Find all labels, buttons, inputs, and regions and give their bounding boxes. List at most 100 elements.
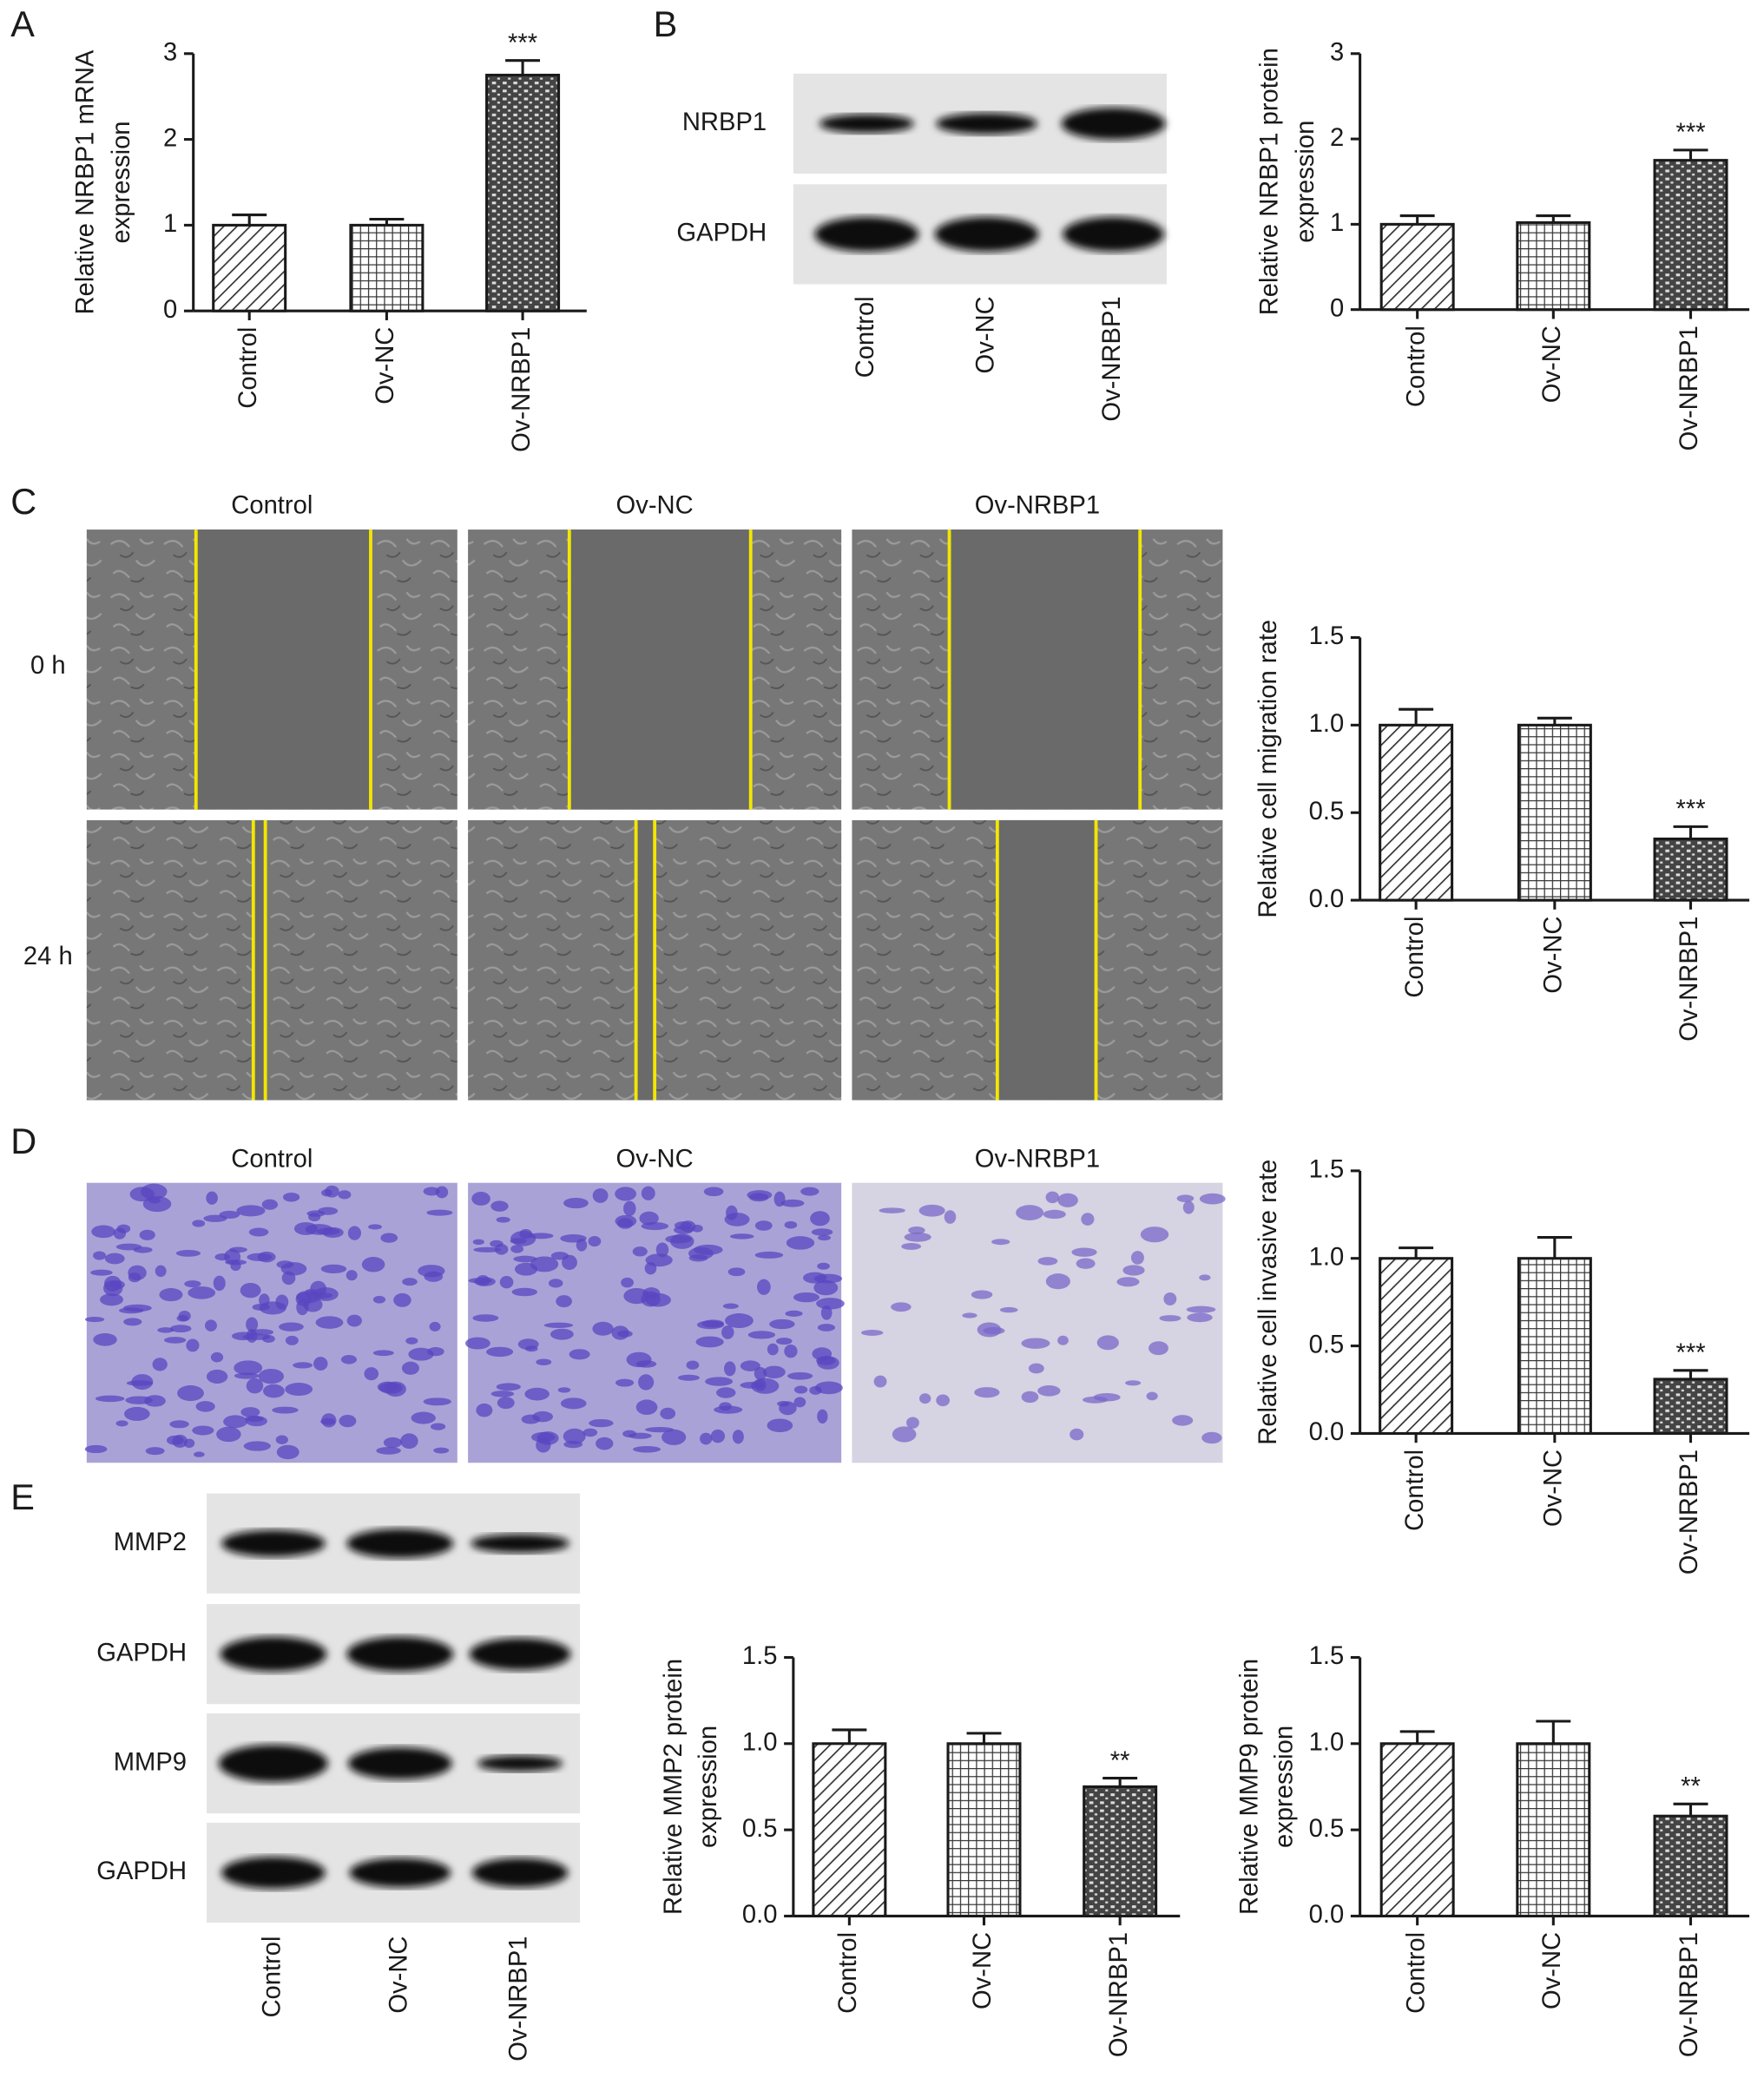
bar bbox=[946, 1742, 1022, 1917]
bar bbox=[485, 73, 561, 312]
stained-cell bbox=[550, 1328, 574, 1340]
stained-cell bbox=[234, 1372, 260, 1379]
stained-cell bbox=[1096, 1335, 1119, 1351]
stained-cell bbox=[563, 1440, 583, 1449]
y-tick-label: 0.0 bbox=[1309, 885, 1345, 913]
y-tick-label: 1.0 bbox=[1309, 1729, 1345, 1757]
stained-cell bbox=[655, 1242, 669, 1258]
stained-cell bbox=[747, 1331, 776, 1339]
stained-cell bbox=[528, 1233, 554, 1239]
stained-cell bbox=[85, 1316, 105, 1323]
stained-cell bbox=[225, 1259, 247, 1266]
error-bar bbox=[232, 214, 267, 226]
stained-cell bbox=[276, 1444, 299, 1460]
stained-cell bbox=[1140, 1226, 1169, 1243]
stained-cell bbox=[216, 1426, 241, 1443]
stained-cell bbox=[530, 1256, 559, 1272]
blot-band bbox=[936, 113, 1037, 135]
stained-cell bbox=[243, 1441, 272, 1451]
significance-label: *** bbox=[1675, 1339, 1705, 1367]
stained-cell bbox=[814, 1381, 843, 1395]
stained-cell bbox=[892, 1426, 917, 1443]
stained-cell bbox=[786, 1236, 815, 1250]
stained-cell bbox=[615, 1378, 635, 1387]
stained-cell bbox=[727, 1267, 746, 1277]
band-label: GAPDH bbox=[96, 1858, 187, 1885]
scratch-image bbox=[86, 819, 457, 1101]
stained-cell bbox=[340, 1355, 357, 1364]
y-axis-label: Relative NRBP1 protein bbox=[1255, 48, 1283, 315]
panel-letter: D bbox=[10, 1121, 36, 1161]
stained-cell bbox=[638, 1374, 655, 1391]
blot-band bbox=[218, 1745, 328, 1783]
stained-cell bbox=[660, 1407, 676, 1420]
stained-cell bbox=[372, 1350, 394, 1357]
stained-cell bbox=[497, 1397, 515, 1410]
stained-cell bbox=[393, 1292, 411, 1307]
stained-cell bbox=[1172, 1415, 1194, 1426]
stained-cell bbox=[194, 1451, 205, 1457]
bar bbox=[1379, 1257, 1454, 1435]
stained-cell bbox=[1081, 1213, 1095, 1226]
stained-cell bbox=[192, 1220, 206, 1227]
blot-band bbox=[346, 1529, 454, 1559]
bar bbox=[1517, 1257, 1592, 1435]
stained-cell bbox=[205, 1319, 217, 1332]
stained-cell bbox=[234, 1360, 263, 1376]
blot-band bbox=[1061, 107, 1166, 140]
stained-cell bbox=[279, 1322, 304, 1332]
row-label: 24 h bbox=[23, 943, 73, 970]
stained-cell bbox=[800, 1187, 819, 1196]
stained-cell bbox=[272, 1406, 299, 1414]
stained-cell bbox=[785, 1310, 803, 1317]
stained-cell bbox=[810, 1211, 830, 1226]
stained-cell bbox=[524, 1387, 550, 1401]
x-tick-label: Ov-NC bbox=[1538, 1932, 1566, 2009]
y-tick-label: 0 bbox=[163, 296, 177, 324]
column-header: Control bbox=[231, 492, 313, 520]
stained-cell bbox=[195, 1401, 215, 1412]
stained-cell bbox=[124, 1406, 150, 1421]
blot-band bbox=[469, 1638, 571, 1671]
bar bbox=[1516, 1742, 1591, 1917]
stained-cell bbox=[695, 1336, 724, 1348]
stained-cell bbox=[793, 1385, 808, 1394]
error-bar bbox=[1399, 1730, 1435, 1744]
stained-cell bbox=[644, 1262, 657, 1275]
stained-cell bbox=[418, 1265, 445, 1278]
stained-cell bbox=[722, 1303, 739, 1309]
transwell-image bbox=[86, 1182, 457, 1463]
blot-band bbox=[220, 1636, 327, 1672]
stained-cell bbox=[486, 1346, 514, 1358]
stained-cell bbox=[873, 1375, 887, 1388]
y-axis-label: expression bbox=[1270, 1726, 1298, 1848]
bar bbox=[1653, 159, 1728, 312]
stained-cell bbox=[1076, 1258, 1096, 1269]
stained-cell bbox=[583, 1428, 598, 1437]
error-bar bbox=[505, 59, 541, 76]
stained-cell bbox=[732, 1430, 744, 1444]
stained-cell bbox=[464, 1337, 490, 1350]
stained-cell bbox=[275, 1435, 288, 1444]
stained-cell bbox=[203, 1214, 227, 1222]
stained-cell bbox=[378, 1382, 403, 1394]
stained-cell bbox=[767, 1418, 793, 1433]
stained-cell bbox=[705, 1377, 734, 1386]
stained-cell bbox=[543, 1322, 574, 1328]
stained-cell bbox=[435, 1186, 449, 1199]
stained-cell bbox=[793, 1397, 806, 1408]
stained-cell bbox=[169, 1325, 192, 1333]
stained-cell bbox=[703, 1187, 724, 1197]
stained-cell bbox=[716, 1387, 736, 1398]
stained-cell bbox=[621, 1277, 634, 1288]
x-tick-label: Ov-NC bbox=[1540, 917, 1568, 994]
bar bbox=[1653, 1814, 1728, 1917]
bar bbox=[1379, 222, 1455, 312]
stained-cell bbox=[320, 1417, 336, 1425]
error-bar bbox=[966, 1732, 1002, 1744]
bar bbox=[1379, 1742, 1455, 1917]
stained-cell bbox=[817, 1324, 836, 1332]
y-axis-label: expression bbox=[108, 121, 135, 243]
stained-cell bbox=[617, 1218, 634, 1229]
stained-cell bbox=[1045, 1273, 1070, 1290]
